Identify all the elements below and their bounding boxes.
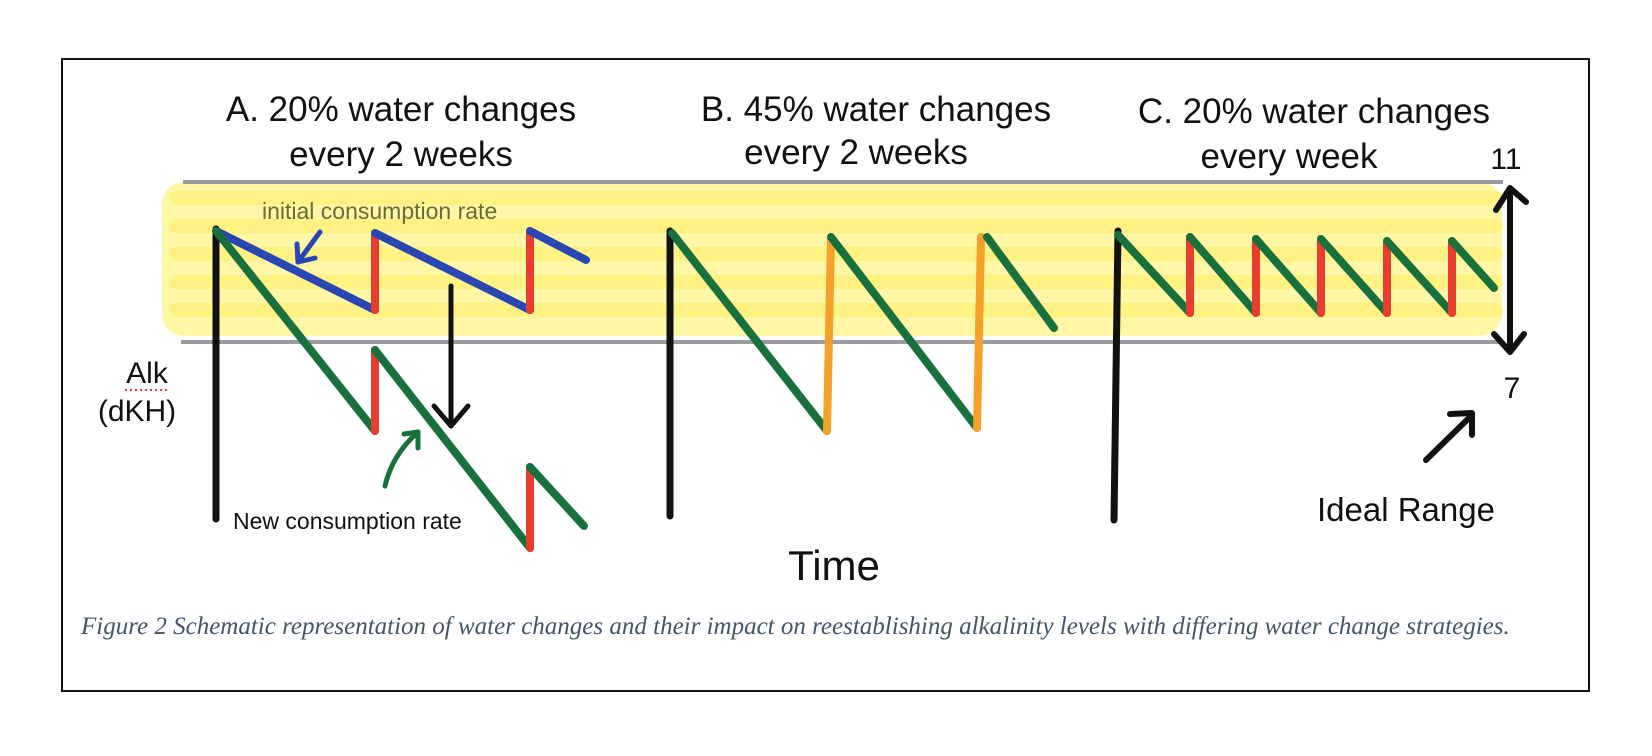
range-upper-value: 11 — [1490, 143, 1521, 176]
y-axis-label-line1: Alk — [126, 357, 169, 390]
panel-b-title-line1: B. 45% water changes — [701, 90, 1051, 129]
initial-rate-label: initial consumption rate — [262, 198, 497, 224]
panel-a-initial-consumption — [212, 227, 590, 314]
axis-line-c — [1110, 227, 1122, 524]
range-lower-value: 7 — [1504, 372, 1521, 405]
panel-b-title-line2: every 2 weeks — [744, 133, 968, 172]
panel-c-title-line1: C. 20% water changes — [1138, 92, 1490, 131]
initial-rate-pointer-icon — [294, 229, 323, 265]
ideal-range-label: Ideal Range — [1317, 491, 1495, 528]
panel-c-title-line2: every week — [1200, 137, 1378, 176]
figure-caption: Figure 2 Schematic representation of wat… — [81, 613, 1510, 640]
x-axis-label: Time — [788, 542, 880, 589]
y-axis-label-line2: (dKH) — [98, 395, 176, 428]
new-rate-label: New consumption rate — [233, 508, 462, 534]
panel-b-consumption — [668, 229, 1058, 435]
drop-arrow-icon — [431, 283, 471, 429]
ideal-range-arrow-icon — [1423, 410, 1475, 463]
range-double-arrow-icon — [1491, 185, 1529, 355]
panel-a-title-line1: A. 20% water changes — [226, 90, 576, 129]
new-rate-pointer-icon — [382, 429, 421, 489]
panel-a-new-consumption — [212, 227, 588, 552]
panel-c-consumption — [1114, 231, 1498, 317]
panel-a-title-line2: every 2 weeks — [289, 135, 513, 174]
